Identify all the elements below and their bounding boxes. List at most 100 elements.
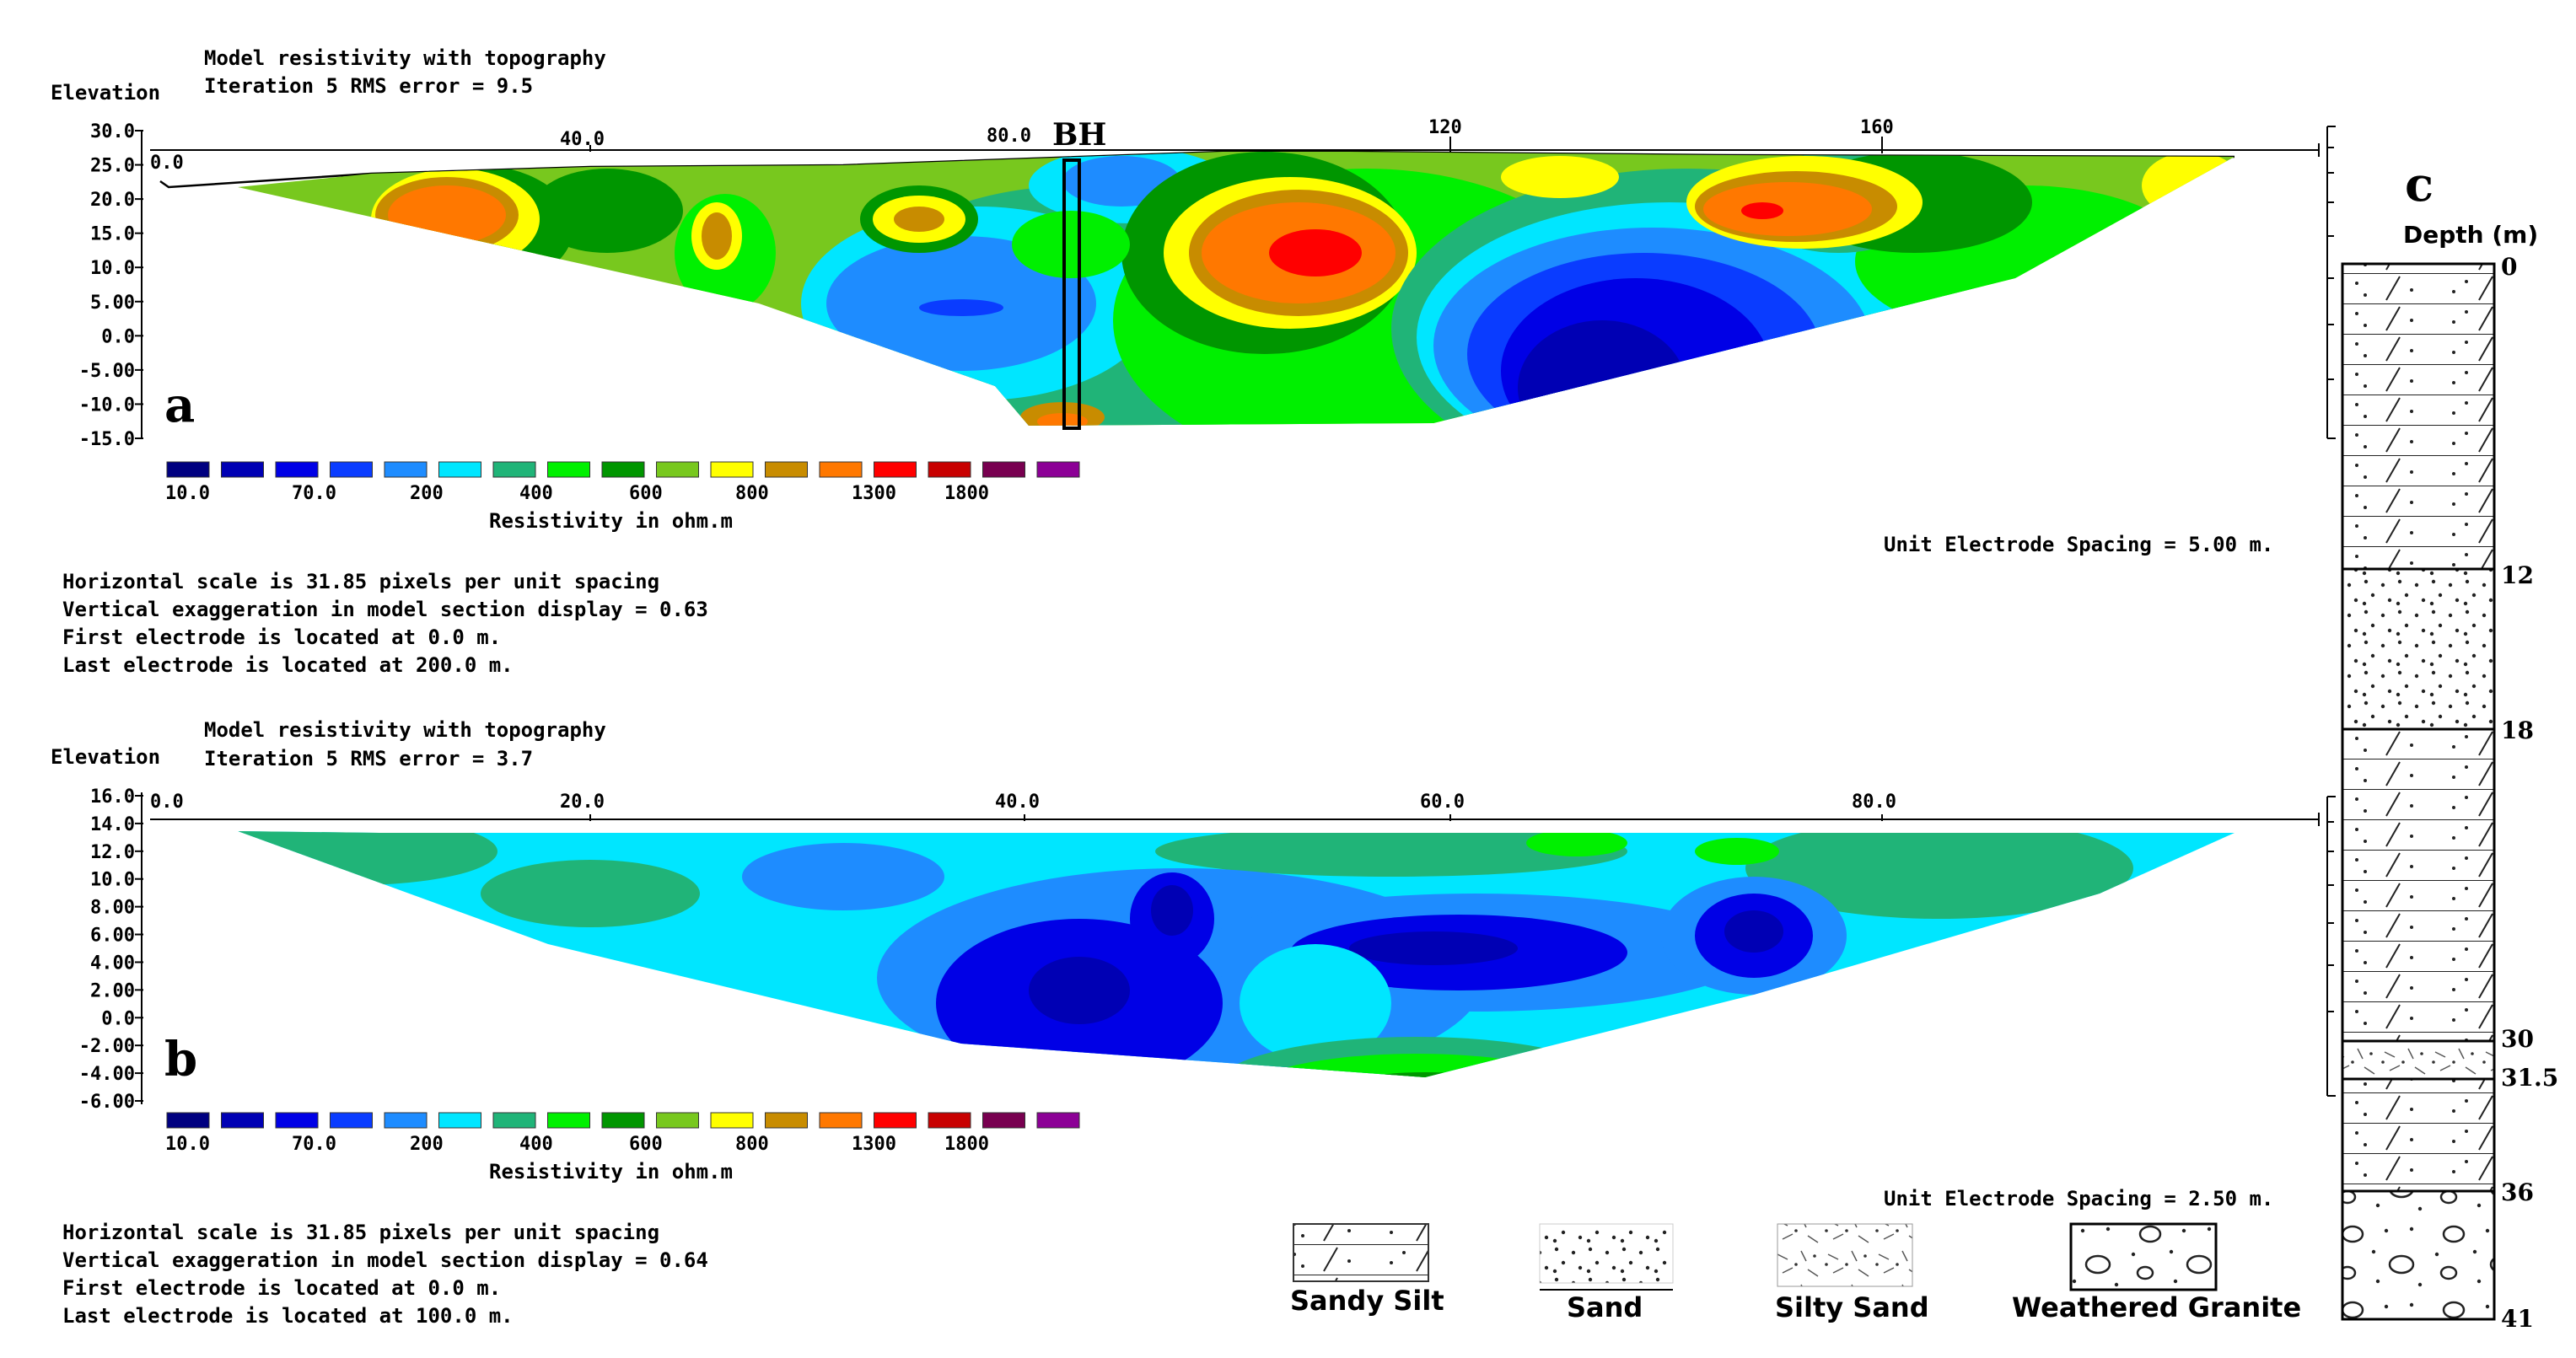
panel-a-y-tick-label: -5.00 [79, 361, 135, 382]
panel-a-cb-label-7: 1800 [944, 483, 989, 504]
legend-swatch-sandy-silt [1293, 1223, 1429, 1282]
panel-b-cb-label-6: 1300 [852, 1134, 896, 1155]
panel-b-resistivity-section [238, 831, 2235, 1077]
panel-a-colorbar-swatch [710, 461, 754, 478]
panel-b-info-line-3: First electrode is located at 0.0 m. [62, 1276, 501, 1300]
panel-b-colorbar-swatch [1036, 1112, 1080, 1129]
panel-a-cb-label-6: 1300 [852, 483, 896, 504]
depth-label-31-5: 31.5 [2501, 1064, 2558, 1092]
legend-swatch-silty-sand [1777, 1223, 1913, 1287]
panel-a-y-ticks: 30.0 25.0 20.0 15.0 10.0 5.00 0.0 -5.00 -10.0 -15… [79, 121, 143, 450]
depth-axis-brackets [2326, 126, 2336, 1097]
panel-b-cb-label-1: 70.0 [292, 1134, 336, 1155]
panel-a-info-line-4: Last electrode is located at 200.0 m. [62, 653, 514, 677]
panel-b-colorbar [166, 1112, 1080, 1129]
panel-b-y-tick-label: -4.00 [79, 1064, 135, 1085]
log-layer-sandy-silt-lower [2341, 1077, 2496, 1193]
panel-b-info-line-4: Last electrode is located at 100.0 m. [62, 1304, 514, 1328]
panel-b-colorbar-swatch [710, 1112, 754, 1129]
panel-a-x-tick-0: 0.0 [150, 153, 184, 174]
panel-b-iteration: Iteration 5 RMS error = 3.7 [204, 747, 533, 770]
panel-a-colorbar-swatch [601, 461, 645, 478]
panel-a-info-line-1: Horizontal scale is 31.85 pixels per uni… [62, 570, 659, 593]
panel-b-x-tick-40: 40.0 [995, 792, 1040, 813]
panel-b-title: Model resistivity with topography [204, 718, 606, 742]
panel-a-elevation-label: Elevation [51, 81, 160, 105]
panel-b-y-tick-label: 14.0 [90, 814, 135, 835]
panel-b-cb-label-0: 10.0 [165, 1134, 210, 1155]
legend-label-silty-sand: Silty Sand [1775, 1291, 1929, 1323]
panel-a-colorbar-swatch [221, 461, 264, 478]
panel-a-colorbar-swatch [384, 461, 428, 478]
panel-a-colorbar-swatch [982, 461, 1025, 478]
panel-b-elevation-label: Elevation [51, 745, 160, 769]
panel-b-letter: b [164, 1032, 197, 1087]
panel-a-colorbar-swatch [547, 461, 590, 478]
panel-b-colorbar-swatch [438, 1112, 481, 1129]
panel-a-y-tick-label: 5.00 [90, 293, 135, 314]
panel-b-info-line-1: Horizontal scale is 31.85 pixels per uni… [62, 1221, 659, 1244]
legend-label-sand: Sand [1567, 1291, 1643, 1323]
panel-a-colorbar-swatch [492, 461, 536, 478]
panel-b-colorbar-swatch [656, 1112, 699, 1129]
panel-b-info-line-2: Vertical exaggeration in model section d… [62, 1248, 708, 1272]
log-layer-sandy-silt-upper [2341, 262, 2496, 571]
panel-b-cb-label-4: 600 [629, 1134, 663, 1155]
panel-b-y-tick-label: 12.0 [90, 842, 135, 863]
panel-a-cb-label-2: 200 [410, 483, 444, 504]
log-layer-silty-sand [2341, 1039, 2496, 1081]
panel-a-colorbar-swatch [656, 461, 699, 478]
panel-b-cb-label-3: 400 [519, 1134, 553, 1155]
panel-a-y-tick-label: -10.0 [79, 395, 135, 416]
panel-a-y-tick-label: 0.0 [101, 326, 135, 347]
panel-b-colorbar-swatch [601, 1112, 645, 1129]
panel-a-y-tick-label: -15.0 [79, 429, 135, 450]
panel-a-colorbar-swatch [438, 461, 481, 478]
log-layer-sandy-silt-middle [2341, 727, 2496, 1043]
panel-a-colorbar-swatch [1036, 461, 1080, 478]
legend-swatch-sand [1539, 1223, 1674, 1284]
panel-b: Model resistivity with topography Iterat… [51, 718, 2320, 1328]
panel-b-colorbar-swatch [166, 1112, 210, 1129]
panel-b-colorbar-swatch [982, 1112, 1025, 1129]
panel-a-cb-title: Resistivity in ohm.m [489, 509, 733, 533]
panel-c-borehole-log: c Depth (m) 0 12 18 30 31.5 36 41 [2341, 157, 2558, 1333]
panel-c-letter: c [2405, 157, 2433, 212]
panel-a-electrode-spacing: Unit Electrode Spacing = 5.00 m. [1884, 533, 2273, 556]
panel-a-cb-label-4: 600 [629, 483, 663, 504]
panel-a-y-tick-label: 30.0 [90, 121, 135, 142]
panel-b-electrode-spacing: Unit Electrode Spacing = 2.50 m. [1884, 1187, 2273, 1210]
panel-b-y-tick-label: 4.00 [90, 953, 135, 974]
panel-a-x-tick-160: 160 [1860, 117, 1894, 138]
panel-a-cb-label-0: 10.0 [165, 483, 210, 504]
legend-label-sandy-silt: Sandy Silt [1290, 1285, 1444, 1317]
panel-b-colorbar-swatch [330, 1112, 373, 1129]
legend-swatch-weathered-granite [2069, 1222, 2218, 1291]
panel-a-x-tick-40: 40.0 [560, 129, 605, 150]
panel-a-colorbar [166, 461, 1080, 478]
panel-a-colorbar-swatch [819, 461, 863, 478]
panel-a: Model resistivity with topography Iterat… [51, 46, 2320, 677]
depth-label-0: 0 [2501, 253, 2517, 281]
panel-a-x-tick-80: 80.0 [987, 126, 1031, 147]
borehole-label: BH [1052, 117, 1106, 153]
lithology-legend: Sandy Silt Sand Silty Sand Weathered Gra… [1290, 1222, 2301, 1323]
panel-a-cb-label-3: 400 [519, 483, 553, 504]
depth-title: Depth (m) [2403, 221, 2538, 249]
panel-b-y-tick-label: -2.00 [79, 1036, 135, 1057]
log-layer-sand [2341, 567, 2496, 731]
legend-label-weathered-granite: Weathered Granite [2012, 1291, 2301, 1323]
panel-b-y-tick-label: 10.0 [90, 870, 135, 891]
panel-b-colorbar-swatch [874, 1112, 917, 1129]
panel-b-y-tick-label: 8.00 [90, 898, 135, 919]
panel-b-colorbar-swatch [765, 1112, 808, 1129]
panel-b-cb-title: Resistivity in ohm.m [489, 1160, 733, 1184]
panel-b-x-tick-0: 0.0 [150, 792, 184, 813]
log-layer-weathered-granite [2341, 1189, 2496, 1321]
panel-a-cb-label-5: 800 [735, 483, 769, 504]
panel-a-letter: a [164, 378, 195, 433]
depth-label-12: 12 [2501, 561, 2534, 589]
panel-b-cb-label-2: 200 [410, 1134, 444, 1155]
borehole-marker [1062, 158, 1081, 430]
